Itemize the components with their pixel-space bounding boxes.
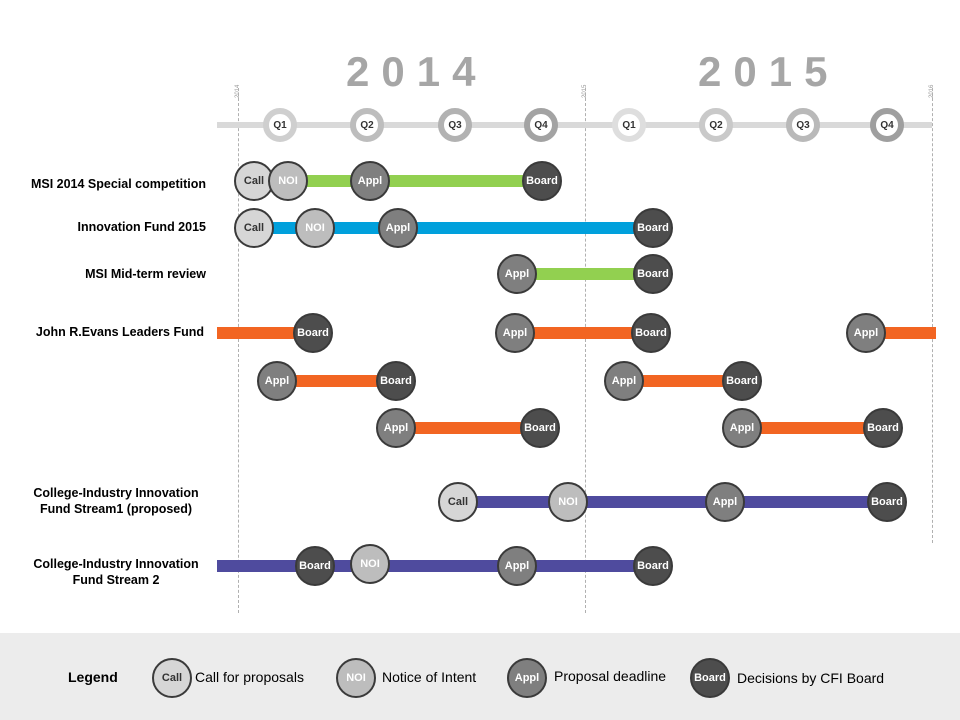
marker-noi: NOI	[350, 544, 390, 584]
quarter-node-2015-q1: Q1	[612, 108, 646, 142]
marker-appl: Appl	[497, 254, 537, 294]
marker-appl: Appl	[604, 361, 644, 401]
bar-msi-midterm	[517, 268, 653, 280]
bar-cfi-stream2	[217, 560, 653, 572]
quarter-node-2015-q2: Q2	[699, 108, 733, 142]
marker-call: Call	[438, 482, 478, 522]
legend-title: Legend	[68, 669, 118, 685]
marker-board: Board	[633, 208, 673, 248]
legend: Legend Call Call for proposals NOI Notic…	[0, 633, 960, 720]
marker-board: Board	[376, 361, 416, 401]
marker-board: Board	[293, 313, 333, 353]
quarter-node-2014-q4: Q4	[524, 108, 558, 142]
marker-call: Call	[234, 161, 274, 201]
quarter-node-2014-q3: Q3	[438, 108, 472, 142]
marker-appl: Appl	[495, 313, 535, 353]
marker-appl: Appl	[350, 161, 390, 201]
quarter-node-2015-q4: Q4	[870, 108, 904, 142]
bar-cfi-stream1	[458, 496, 887, 508]
year-divider-2015	[585, 88, 586, 613]
bar-jrelf-b	[515, 327, 651, 339]
marker-board: Board	[520, 408, 560, 448]
marker-board: Board	[633, 254, 673, 294]
quarter-node-2014-q1: Q1	[263, 108, 297, 142]
quarter-node-2015-q3: Q3	[786, 108, 820, 142]
marker-noi: NOI	[268, 161, 308, 201]
marker-board: Board	[633, 546, 673, 586]
marker-appl: Appl	[846, 313, 886, 353]
legend-text-appl: Proposal deadline	[554, 668, 667, 684]
marker-board: Board	[863, 408, 903, 448]
marker-board: Board	[631, 313, 671, 353]
legend-marker-board: Board	[690, 658, 730, 698]
legend-text-board: Decisions by CFI Board	[737, 670, 885, 686]
marker-noi: NOI	[548, 482, 588, 522]
legend-marker-appl: Appl	[507, 658, 547, 698]
quarter-axis-track	[217, 122, 932, 128]
marker-appl: Appl	[722, 408, 762, 448]
year-divider-2016	[932, 88, 933, 543]
legend-marker-noi: NOI	[336, 658, 376, 698]
row-label-msi-2014: MSI 2014 Special competition	[30, 177, 206, 191]
legend-text-noi: Notice of Intent	[382, 669, 477, 685]
marker-appl: Appl	[376, 408, 416, 448]
bar-jrelf-g	[742, 422, 883, 434]
bar-jrelf-a	[217, 327, 313, 339]
bar-jrelf-e	[624, 375, 742, 387]
year-divider-2014	[238, 88, 239, 613]
row-label-jrelf: John R.Evans Leaders Fund	[35, 325, 204, 339]
row-label-cfi-stream2: College-Industry Innovation Fund Stream …	[33, 557, 199, 587]
marker-appl: Appl	[257, 361, 297, 401]
year-heading-2014: 2014	[346, 48, 488, 95]
marker-board: Board	[867, 482, 907, 522]
bar-jrelf-f	[396, 422, 540, 434]
marker-call: Call	[234, 208, 274, 248]
row-label-innovation-fund-2015: Innovation Fund 2015	[77, 220, 207, 234]
row-label-msi-midterm: MSI Mid-term review	[85, 267, 206, 281]
marker-appl: Appl	[497, 546, 537, 586]
year-heading-2015: 2015	[698, 48, 840, 95]
marker-board: Board	[295, 546, 335, 586]
marker-board: Board	[722, 361, 762, 401]
quarter-node-2014-q2: Q2	[350, 108, 384, 142]
legend-marker-call: Call	[152, 658, 192, 698]
marker-noi: NOI	[295, 208, 335, 248]
legend-text-call: Call for proposals	[195, 669, 304, 685]
bar-msi-2014	[288, 175, 542, 187]
bar-jrelf-d	[277, 375, 396, 387]
marker-board: Board	[522, 161, 562, 201]
marker-appl: Appl	[378, 208, 418, 248]
bar-innovation-fund-2015	[253, 222, 653, 234]
marker-appl: Appl	[705, 482, 745, 522]
row-label-cfi-stream1: College-Industry Innovation Fund Stream1…	[33, 486, 199, 516]
